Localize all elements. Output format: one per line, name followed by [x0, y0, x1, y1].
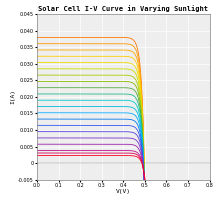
Title: Solar Cell I-V Curve in Varying Sunlight: Solar Cell I-V Curve in Varying Sunlight	[38, 6, 208, 12]
Y-axis label: I(A): I(A)	[10, 89, 15, 104]
X-axis label: V(V): V(V)	[116, 189, 131, 194]
